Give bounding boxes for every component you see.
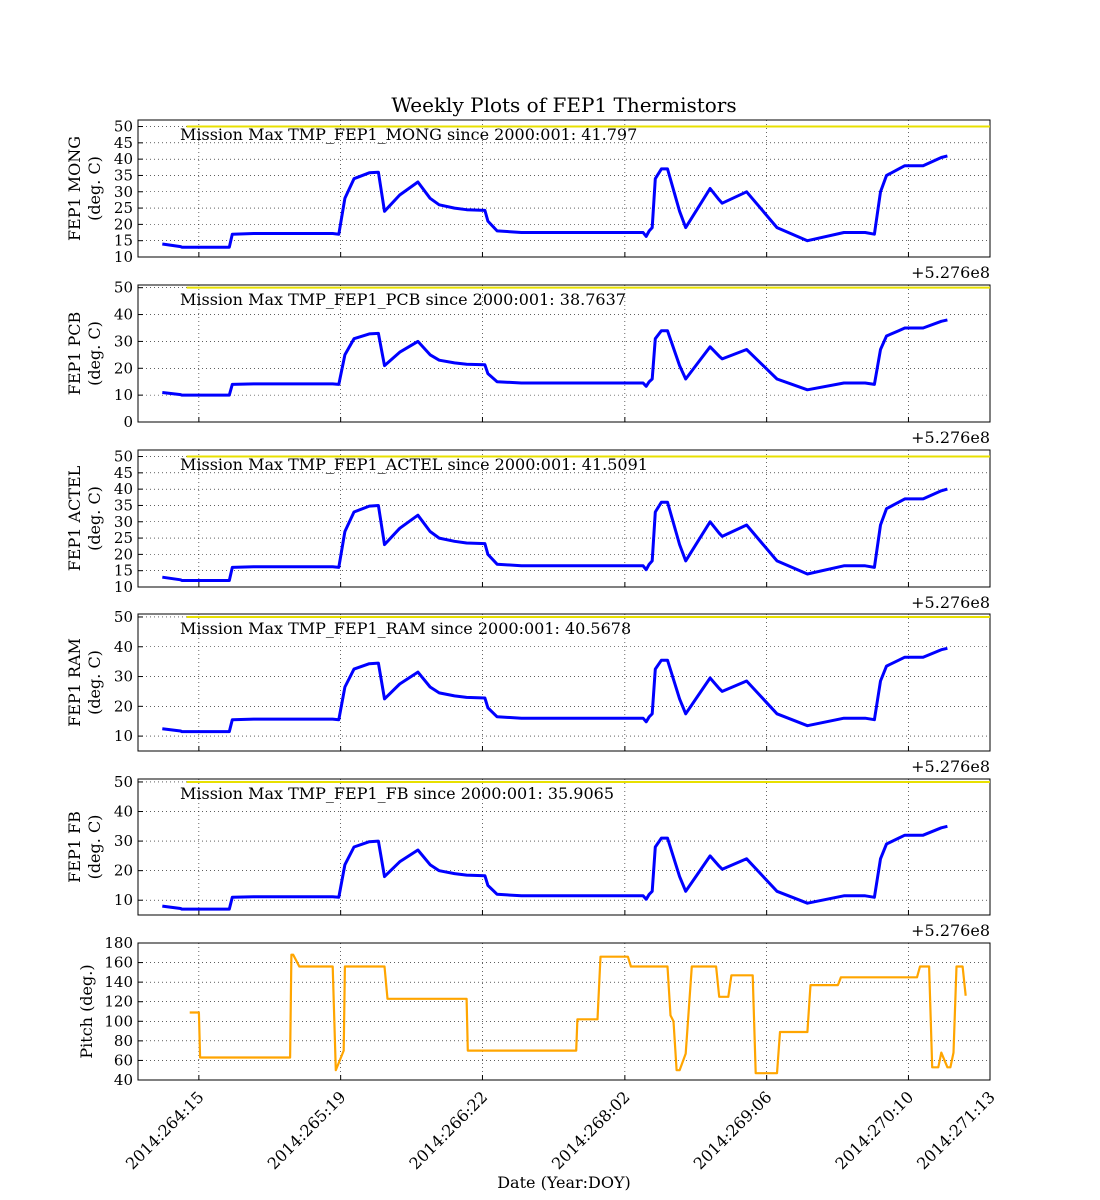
plot-frame <box>137 449 991 588</box>
figure-title: Weekly Plots of FEP1 Thermistors <box>391 93 736 117</box>
y-tick-label: 35 <box>114 166 133 184</box>
x-tick-label: 2014:271:13 <box>913 1087 999 1173</box>
series-line <box>162 318 948 397</box>
y-tick-label: 140 <box>104 973 133 991</box>
y-axis-label: FEP1 FB(deg. C) <box>65 811 104 883</box>
x-tick-label: 2014:270:10 <box>831 1087 917 1173</box>
panel-3: 10 20 30 40 50 Mission Max TMP_FEP1_RAM since… <box>65 608 991 776</box>
y-tick-label: 0 <box>123 413 133 431</box>
y-tick-label: 30 <box>114 332 133 350</box>
y-tick-label: 50 <box>114 279 133 297</box>
y-tick-label: 10 <box>114 578 133 596</box>
y-axis-label: Pitch (deg.) <box>77 964 96 1058</box>
y-tick-label: 10 <box>114 248 133 266</box>
x-tick-label: 2014:264:15 <box>122 1087 208 1173</box>
offset-label: +5.276e8 <box>911 921 990 940</box>
y-tick-label: 20 <box>114 545 133 563</box>
y-tick-label: 20 <box>114 215 133 233</box>
plot-frame <box>137 778 991 916</box>
y-axis-label: FEP1 MONG(deg. C) <box>65 136 104 241</box>
y-tick-label: 180 <box>104 934 133 952</box>
y-tick-label: 30 <box>114 832 133 850</box>
mission-max-annotation: Mission Max TMP_FEP1_RAM since 2000:001:… <box>180 619 631 638</box>
y-axis-label: FEP1 RAM(deg. C) <box>65 638 104 727</box>
y-tick-label: 60 <box>114 1051 133 1069</box>
y-tick-label: 40 <box>114 1071 133 1089</box>
y-tick-label: 40 <box>114 480 133 498</box>
y-axis-label: FEP1 ACTEL(deg. C) <box>65 465 104 571</box>
y-tick-label: 45 <box>114 464 133 482</box>
y-tick-label: 15 <box>114 232 133 250</box>
x-tick-label: 2014:268:02 <box>548 1087 634 1173</box>
y-tick-label: 30 <box>114 183 133 201</box>
mission-max-annotation: Mission Max TMP_FEP1_PCB since 2000:001:… <box>180 290 626 309</box>
y-tick-label: 20 <box>114 697 133 715</box>
series-line <box>162 487 948 582</box>
y-tick-label: 35 <box>114 496 133 514</box>
x-axis-label: Date (Year:DOY) <box>497 1173 631 1192</box>
offset-label: +5.276e8 <box>911 757 990 776</box>
series-line <box>189 953 967 1075</box>
y-tick-label: 50 <box>114 448 133 466</box>
y-tick-label: 50 <box>114 118 133 136</box>
y-tick-label: 10 <box>114 727 133 745</box>
panel-1: 0 10 20 30 40 50 Mission Max TMP_FEP1_PCB sinc… <box>65 279 991 447</box>
y-tick-label: 15 <box>114 562 133 580</box>
series-line <box>162 154 948 249</box>
mission-max-annotation: Mission Max TMP_FEP1_FB since 2000:001: … <box>180 784 614 803</box>
x-tick-label: 2014:265:19 <box>264 1087 350 1173</box>
y-tick-label: 30 <box>114 513 133 531</box>
offset-label: +5.276e8 <box>911 428 990 447</box>
plot-frame <box>137 942 991 1081</box>
y-tick-label: 40 <box>114 150 133 168</box>
series-line <box>162 646 948 734</box>
y-tick-label: 25 <box>114 529 133 547</box>
offset-label: +5.276e8 <box>911 593 990 612</box>
panel-4: 10 20 30 40 50 Mission Max TMP_FEP1_FB since … <box>65 773 991 940</box>
y-tick-label: 160 <box>104 954 133 972</box>
offset-label: +5.276e8 <box>911 263 990 282</box>
y-tick-label: 100 <box>104 1012 133 1030</box>
y-tick-label: 25 <box>114 199 133 217</box>
y-tick-label: 10 <box>114 891 133 909</box>
plot-frame <box>137 284 991 423</box>
y-tick-label: 120 <box>104 993 133 1011</box>
y-tick-label: 80 <box>114 1032 133 1050</box>
y-tick-label: 30 <box>114 668 133 686</box>
mission-max-annotation: Mission Max TMP_FEP1_MONG since 2000:001… <box>180 125 637 144</box>
y-tick-label: 50 <box>114 608 133 626</box>
y-tick-label: 40 <box>114 638 133 656</box>
x-tick-label: 2014:269:06 <box>690 1087 776 1173</box>
mission-max-annotation: Mission Max TMP_FEP1_ACTEL since 2000:00… <box>180 455 648 474</box>
y-tick-label: 20 <box>114 862 133 880</box>
y-tick-label: 10 <box>114 386 133 404</box>
y-tick-label: 40 <box>114 306 133 324</box>
y-tick-label: 50 <box>114 773 133 791</box>
y-tick-label: 40 <box>114 803 133 821</box>
y-axis-label: FEP1 PCB(deg. C) <box>65 312 104 396</box>
y-tick-label: 20 <box>114 359 133 377</box>
series-line <box>162 824 948 911</box>
y-tick-label: 45 <box>114 134 133 152</box>
x-tick-label: 2014:266:22 <box>405 1087 491 1173</box>
